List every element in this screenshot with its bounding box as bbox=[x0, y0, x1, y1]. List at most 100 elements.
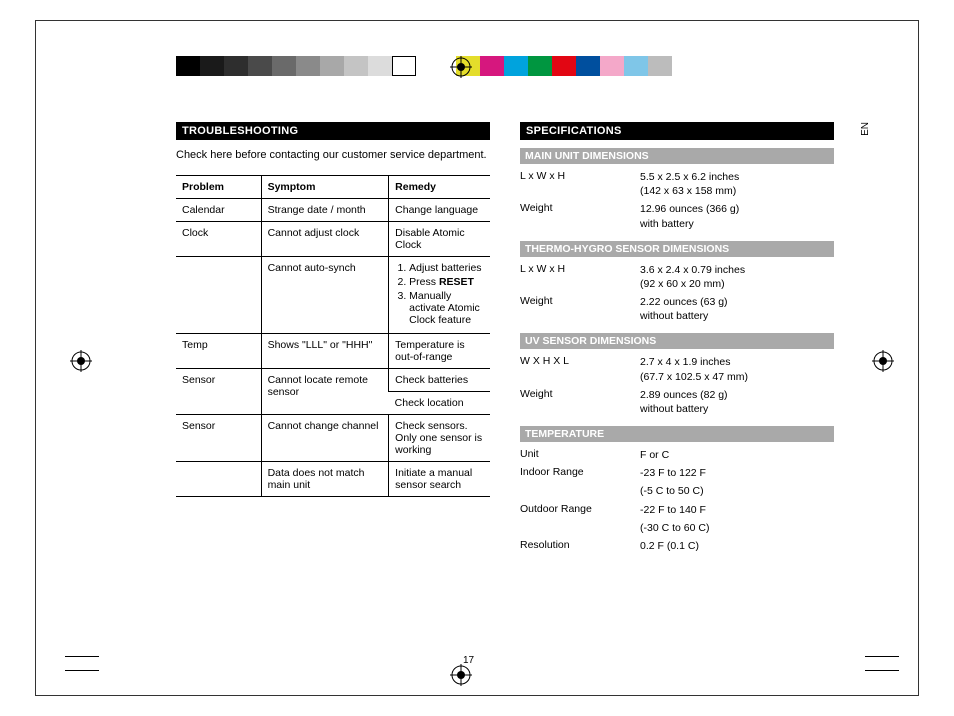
specifications-header: SPECIFICATIONS bbox=[520, 122, 834, 140]
swatch bbox=[392, 56, 416, 76]
registration-mark-bottom bbox=[450, 664, 472, 686]
cell-symptom: Cannot locate remote sensor bbox=[261, 369, 389, 415]
cell-problem: Clock bbox=[176, 222, 261, 257]
specifications-body: MAIN UNIT DIMENSIONSL x W x H5.5 x 2.5 x… bbox=[520, 148, 834, 553]
spec-subheader: UV SENSOR DIMENSIONS bbox=[520, 333, 834, 349]
spec-label: L x W x H bbox=[520, 263, 640, 291]
troubleshooting-intro: Check here before contacting our custome… bbox=[176, 148, 490, 163]
swatch bbox=[576, 56, 600, 76]
cell-remedy: Check location bbox=[389, 392, 490, 415]
cell-problem: Sensor bbox=[176, 415, 261, 462]
swatch bbox=[552, 56, 576, 76]
spec-label: Indoor Range bbox=[520, 466, 640, 480]
spec-label: L x W x H bbox=[520, 170, 640, 198]
spec-value: 12.96 ounces (366 g)with battery bbox=[640, 202, 834, 230]
spec-value: F or C bbox=[640, 448, 834, 462]
spec-row: Outdoor Range-22 F to 140 F bbox=[520, 503, 834, 517]
spec-label bbox=[520, 521, 640, 535]
swatch bbox=[296, 56, 320, 76]
spec-row: Weight2.89 ounces (82 g)without battery bbox=[520, 388, 834, 416]
cell-remedy: Adjust batteries Press RESET Manually acti… bbox=[389, 257, 490, 334]
cell-remedy: Check sensors. Only one sensor is workin… bbox=[389, 415, 490, 462]
troubleshooting-table: Problem Symptom Remedy CalendarStrange d… bbox=[176, 175, 490, 497]
cell-remedy: Change language bbox=[389, 199, 490, 222]
spec-value: 2.22 ounces (63 g)without battery bbox=[640, 295, 834, 323]
spec-row: Weight12.96 ounces (366 g)with battery bbox=[520, 202, 834, 230]
swatch bbox=[320, 56, 344, 76]
cell-symptom: Shows "LLL" or "HHH" bbox=[261, 334, 389, 369]
spec-row: L x W x H3.6 x 2.4 x 0.79 inches(92 x 60… bbox=[520, 263, 834, 291]
swatch bbox=[528, 56, 552, 76]
table-row: CalendarStrange date / monthChange langu… bbox=[176, 199, 490, 222]
spec-row: Unit F or C bbox=[520, 448, 834, 462]
language-tag: EN bbox=[860, 122, 871, 136]
spec-label: Weight bbox=[520, 388, 640, 416]
content-area: TROUBLESHOOTING Check here before contac… bbox=[176, 122, 834, 656]
col-symptom: Symptom bbox=[261, 176, 389, 199]
cell-symptom: Data does not match main unit bbox=[261, 462, 389, 497]
spec-value: 2.7 x 4 x 1.9 inches(67.7 x 102.5 x 47 m… bbox=[640, 355, 834, 383]
swatch bbox=[224, 56, 248, 76]
swatch bbox=[344, 56, 368, 76]
spec-value: -23 F to 122 F bbox=[640, 466, 834, 480]
spec-value: 0.2 F (0.1 C) bbox=[640, 539, 834, 553]
cell-remedy: Disable Atomic Clock bbox=[389, 222, 490, 257]
spec-row: (-30 C to 60 C) bbox=[520, 521, 834, 535]
spec-label bbox=[520, 484, 640, 498]
swatch bbox=[272, 56, 296, 76]
spec-row: Resolution0.2 F (0.1 C) bbox=[520, 539, 834, 553]
swatch bbox=[248, 56, 272, 76]
spec-value: (-30 C to 60 C) bbox=[640, 521, 834, 535]
spec-label: W X H X L bbox=[520, 355, 640, 383]
swatch bbox=[648, 56, 672, 76]
crop-mark-right bbox=[865, 656, 899, 671]
spec-label: Weight bbox=[520, 295, 640, 323]
registration-mark-right bbox=[872, 350, 894, 372]
cell-problem bbox=[176, 462, 261, 497]
swatch bbox=[176, 56, 200, 76]
spec-row: W X H X L2.7 x 4 x 1.9 inches(67.7 x 102… bbox=[520, 355, 834, 383]
cell-symptom: Cannot adjust clock bbox=[261, 222, 389, 257]
table-row: SensorCannot change channelCheck sensors… bbox=[176, 415, 490, 462]
swatch bbox=[200, 56, 224, 76]
spec-label: Resolution bbox=[520, 539, 640, 553]
cell-remedy: Check batteries bbox=[389, 369, 490, 392]
spec-subheader: MAIN UNIT DIMENSIONS bbox=[520, 148, 834, 164]
spec-subheader: THERMO-HYGRO SENSOR DIMENSIONS bbox=[520, 241, 834, 257]
troubleshooting-header: TROUBLESHOOTING bbox=[176, 122, 490, 140]
cell-remedy: Temperature is out-of-range bbox=[389, 334, 490, 369]
remedy-step: Manually activate Atomic Clock feature bbox=[409, 290, 484, 326]
cell-problem: Calendar bbox=[176, 199, 261, 222]
cell-symptom: Cannot change channel bbox=[261, 415, 389, 462]
spec-value: 5.5 x 2.5 x 6.2 inches(142 x 63 x 158 mm… bbox=[640, 170, 834, 198]
cell-problem: Temp bbox=[176, 334, 261, 369]
col-problem: Problem bbox=[176, 176, 261, 199]
spec-row: Indoor Range-23 F to 122 F bbox=[520, 466, 834, 480]
spec-subheader: TEMPERATURE bbox=[520, 426, 834, 442]
table-row: Data does not match main unitInitiate a … bbox=[176, 462, 490, 497]
spec-label: Outdoor Range bbox=[520, 503, 640, 517]
registration-mark-top bbox=[450, 56, 472, 78]
swatch bbox=[480, 56, 504, 76]
table-row: Cannot auto-synch Adjust batteries Press R… bbox=[176, 257, 490, 334]
remedy-step: Adjust batteries bbox=[409, 262, 484, 274]
spec-row: (-5 C to 50 C) bbox=[520, 484, 834, 498]
spec-value: -22 F to 140 F bbox=[640, 503, 834, 517]
left-column: TROUBLESHOOTING Check here before contac… bbox=[176, 122, 490, 656]
swatch bbox=[600, 56, 624, 76]
cell-symptom: Cannot auto-synch bbox=[261, 257, 389, 334]
swatch bbox=[504, 56, 528, 76]
cell-problem bbox=[176, 257, 261, 334]
crop-mark-left bbox=[65, 656, 99, 671]
spec-label: Unit bbox=[520, 448, 640, 462]
swatch bbox=[624, 56, 648, 76]
table-row: SensorCannot locate remote sensorCheck b… bbox=[176, 369, 490, 392]
cell-remedy: Initiate a manual sensor search bbox=[389, 462, 490, 497]
cell-symptom: Strange date / month bbox=[261, 199, 389, 222]
table-row: TempShows "LLL" or "HHH"Temperature is o… bbox=[176, 334, 490, 369]
color-calibration-bar bbox=[176, 56, 844, 76]
spec-row: L x W x H5.5 x 2.5 x 6.2 inches(142 x 63… bbox=[520, 170, 834, 198]
spec-value: (-5 C to 50 C) bbox=[640, 484, 834, 498]
spec-label: Weight bbox=[520, 202, 640, 230]
remedy-step: Press RESET bbox=[409, 276, 484, 288]
